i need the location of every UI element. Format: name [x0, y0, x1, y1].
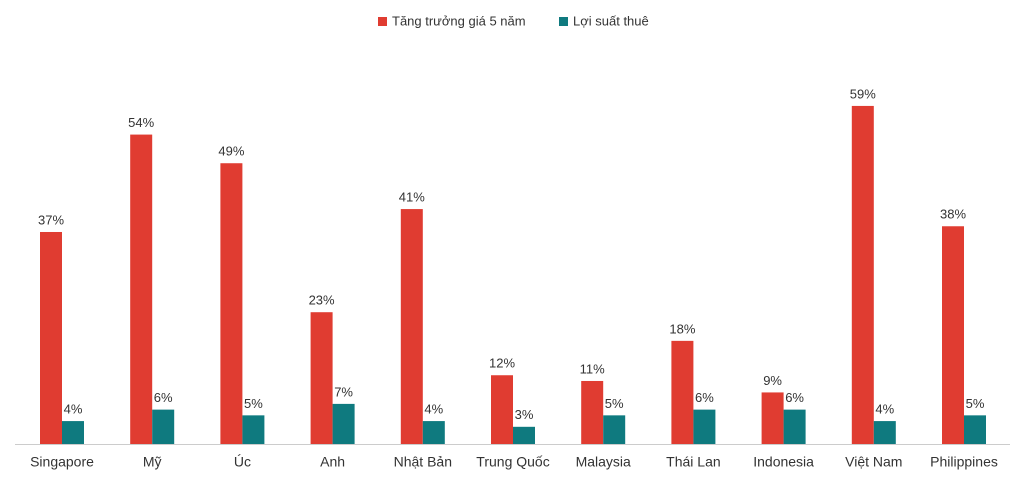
value-label: 23% — [309, 293, 335, 308]
value-label: 4% — [64, 402, 83, 417]
bar — [332, 403, 355, 444]
bar — [761, 392, 784, 444]
bar — [581, 380, 604, 444]
bar — [942, 226, 964, 444]
value-label: 59% — [850, 86, 876, 101]
bar — [603, 415, 626, 444]
x-tick-label: Trung Quốc — [476, 454, 549, 470]
value-label: 5% — [966, 396, 985, 411]
value-label: 7% — [334, 384, 353, 399]
bar — [310, 312, 333, 444]
x-tick-label: Singapore — [30, 454, 94, 470]
bar — [242, 415, 265, 444]
bar — [964, 415, 986, 444]
value-label: 5% — [244, 396, 263, 411]
value-label: 38% — [940, 207, 966, 222]
value-label: 3% — [515, 407, 534, 422]
bar — [513, 426, 535, 444]
value-label: 4% — [875, 402, 894, 417]
bar — [422, 421, 445, 444]
bar — [130, 134, 153, 444]
value-label: 41% — [399, 190, 425, 205]
x-tick-label: Malaysia — [576, 454, 631, 470]
bar — [400, 209, 423, 444]
value-label: 6% — [785, 390, 804, 405]
bar — [152, 409, 175, 444]
bar — [783, 409, 806, 444]
x-tick-label: Úc — [234, 454, 251, 470]
value-label: 11% — [580, 361, 605, 376]
legend-label: Lợi suất thuê — [573, 13, 649, 28]
legend-label: Tăng trưởng giá 5 năm — [392, 13, 526, 28]
value-label: 54% — [128, 115, 154, 130]
bar — [851, 105, 874, 445]
x-tick-label: Mỹ — [143, 454, 162, 470]
bar — [873, 421, 896, 444]
legend-swatch — [559, 17, 568, 26]
bar — [693, 409, 716, 444]
value-label: 6% — [695, 390, 714, 405]
value-label: 6% — [154, 390, 173, 405]
x-tick-label: Việt Nam — [845, 454, 902, 470]
value-label: 9% — [763, 373, 782, 388]
value-label: 37% — [38, 212, 64, 227]
x-tick-label: Thái Lan — [666, 454, 720, 470]
bar — [40, 231, 62, 444]
value-label: 4% — [424, 402, 443, 417]
x-tick-label: Indonesia — [753, 454, 814, 470]
bar — [491, 375, 513, 444]
legend-swatch — [378, 17, 387, 26]
value-label: 49% — [218, 144, 244, 159]
x-tick-label: Nhật Bản — [394, 454, 452, 470]
bar — [62, 421, 84, 444]
value-label: 18% — [669, 321, 695, 336]
bar — [671, 340, 694, 444]
x-tick-label: Philippines — [930, 454, 998, 470]
value-label: 12% — [489, 356, 515, 371]
x-tick-label: Anh — [320, 454, 345, 470]
bar — [220, 163, 243, 445]
value-label: 5% — [605, 396, 624, 411]
